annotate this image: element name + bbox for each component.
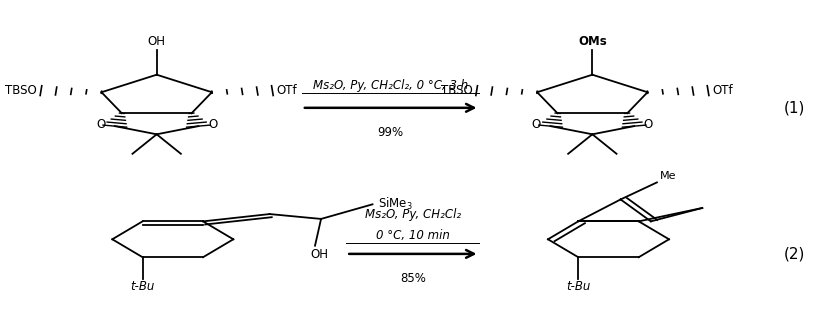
- Text: 99%: 99%: [378, 126, 404, 139]
- Text: OMs: OMs: [578, 35, 607, 48]
- Text: Ms₂O, Py, CH₂Cl₂: Ms₂O, Py, CH₂Cl₂: [365, 208, 461, 221]
- Text: OTf: OTf: [277, 84, 297, 97]
- Text: O: O: [532, 118, 541, 131]
- Text: TBSO: TBSO: [441, 84, 472, 97]
- Text: O: O: [96, 118, 105, 131]
- Text: Ms₂O, Py, CH₂Cl₂, 0 °C, 3 h: Ms₂O, Py, CH₂Cl₂, 0 °C, 3 h: [313, 79, 468, 92]
- Text: SiMe$_3$: SiMe$_3$: [378, 196, 413, 212]
- Text: (2): (2): [783, 246, 805, 261]
- Text: OH: OH: [147, 35, 165, 48]
- Text: t-Bu: t-Bu: [130, 280, 155, 293]
- Text: OTf: OTf: [712, 84, 732, 97]
- Text: 85%: 85%: [400, 272, 425, 285]
- Text: Me: Me: [660, 171, 677, 181]
- Text: (1): (1): [783, 100, 805, 115]
- Text: t-Bu: t-Bu: [566, 280, 590, 293]
- Text: 0 °C, 10 min: 0 °C, 10 min: [376, 229, 450, 242]
- Text: O: O: [208, 118, 217, 131]
- Text: OH: OH: [310, 248, 328, 261]
- Text: O: O: [644, 118, 653, 131]
- Text: TBSO: TBSO: [5, 84, 37, 97]
